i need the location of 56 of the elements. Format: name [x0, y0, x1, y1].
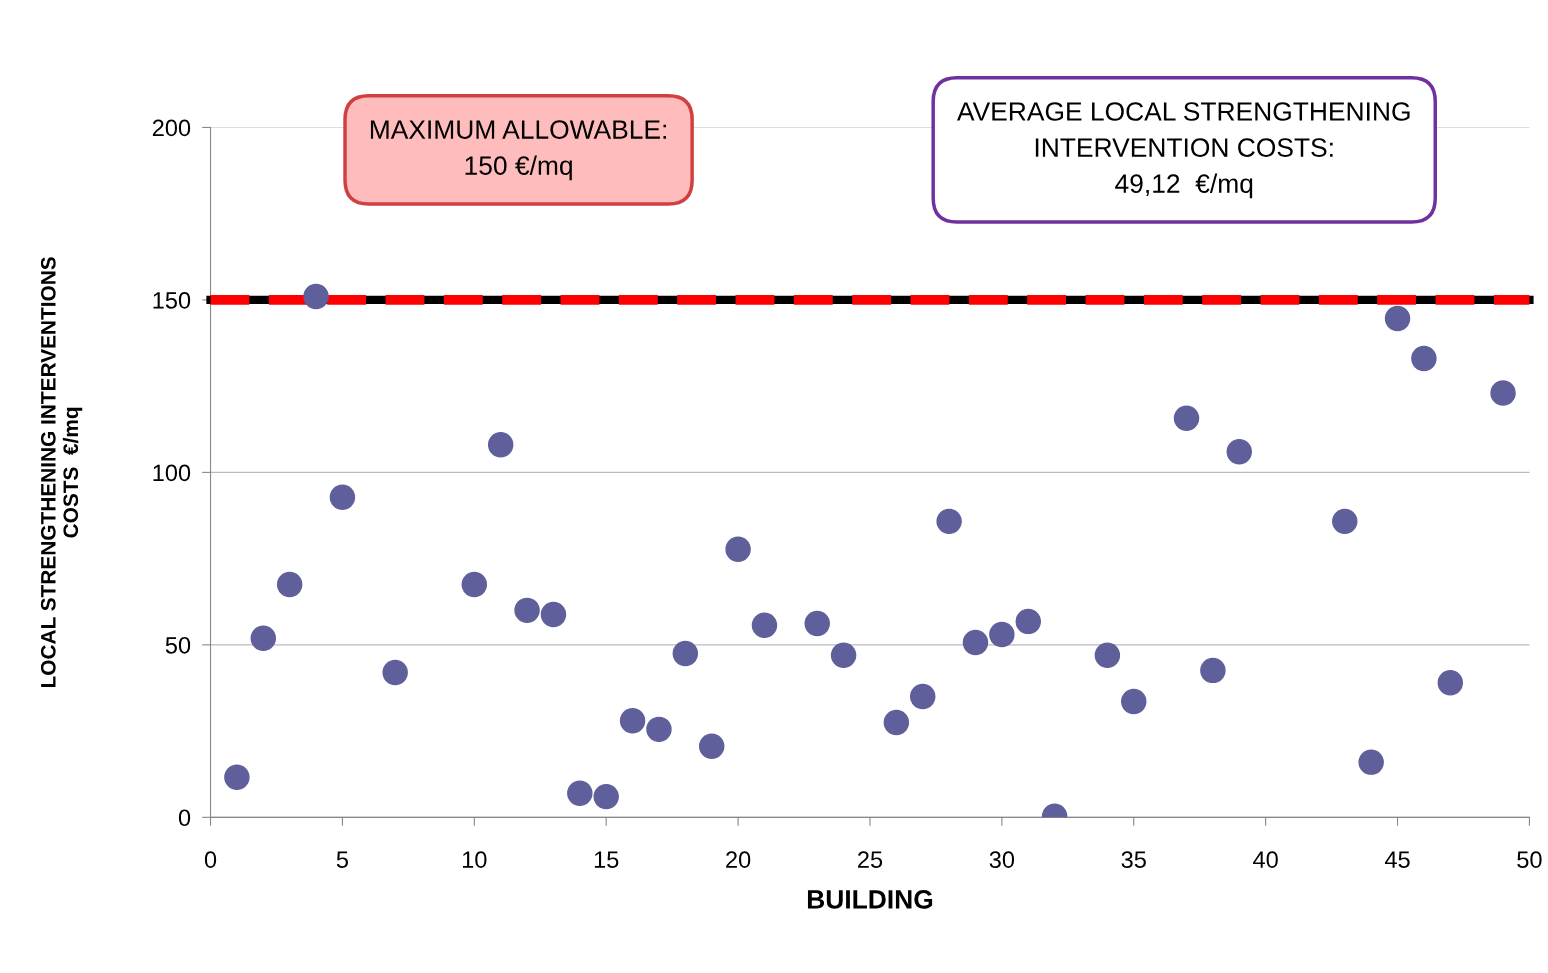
- point: [646, 716, 672, 743]
- point: [989, 621, 1015, 648]
- point: [725, 536, 751, 563]
- point: [593, 783, 619, 810]
- y-tick-label: 0: [178, 809, 191, 827]
- point: [250, 625, 277, 652]
- y-axis-title: LOCAL STRENGTHENING INTERVENTIONS COSTS €/mq: [40, 257, 83, 688]
- point: [830, 642, 857, 668]
- annotation: MAXIMUM ALLOWABLE: 150 €/mq: [370, 120, 666, 181]
- point: [962, 629, 989, 656]
- point: [1200, 657, 1226, 684]
- point: [1173, 405, 1200, 431]
- x-tick-label: 10: [462, 851, 487, 868]
- point: [672, 640, 699, 667]
- point: [461, 571, 488, 598]
- x-tick-label: 50: [1517, 851, 1542, 868]
- x-tick-label: 45: [1384, 851, 1410, 868]
- point: [514, 597, 540, 624]
- point: [540, 601, 567, 628]
- point: [276, 571, 303, 598]
- point: [1358, 749, 1384, 775]
- point: [619, 708, 646, 734]
- point: [751, 612, 778, 638]
- x-tick-label: 5: [336, 851, 348, 868]
- point: [1490, 380, 1516, 406]
- point: [883, 709, 910, 736]
- point: [936, 508, 962, 535]
- x-tick-label: 20: [726, 851, 751, 868]
- x-tick-label: 30: [989, 851, 1015, 868]
- annotation: AVERAGE LOCAL STRENGTHENING INTERVENTION COSTS: 49,12 €/mq: [956, 102, 1410, 199]
- point: [1226, 438, 1252, 465]
- point: [698, 733, 725, 759]
- x-axis-title: BUILDING: [807, 890, 933, 909]
- point: [1121, 688, 1147, 715]
- x-tick-label: 25: [858, 851, 883, 868]
- point: [1437, 670, 1464, 696]
- y-tick-label: 100: [153, 464, 191, 482]
- x-tick-label: 35: [1121, 851, 1146, 868]
- point: [1332, 508, 1358, 535]
- point: [224, 764, 250, 791]
- point: [567, 780, 593, 806]
- point: [487, 432, 514, 458]
- point: [329, 484, 356, 510]
- x-tick-label: 15: [594, 851, 619, 868]
- y-tick-label: 50: [165, 636, 191, 654]
- point: [910, 683, 936, 710]
- x-tick-label: 0: [204, 851, 217, 868]
- point: [382, 659, 408, 686]
- x-tick-label: 40: [1253, 851, 1278, 868]
- point: [1411, 345, 1437, 372]
- y-tick-label: 150: [153, 292, 191, 309]
- y-tick-label: 200: [152, 119, 191, 137]
- point: [804, 610, 830, 637]
- point: [1094, 642, 1121, 668]
- point: [1015, 608, 1041, 635]
- point: [1384, 305, 1411, 332]
